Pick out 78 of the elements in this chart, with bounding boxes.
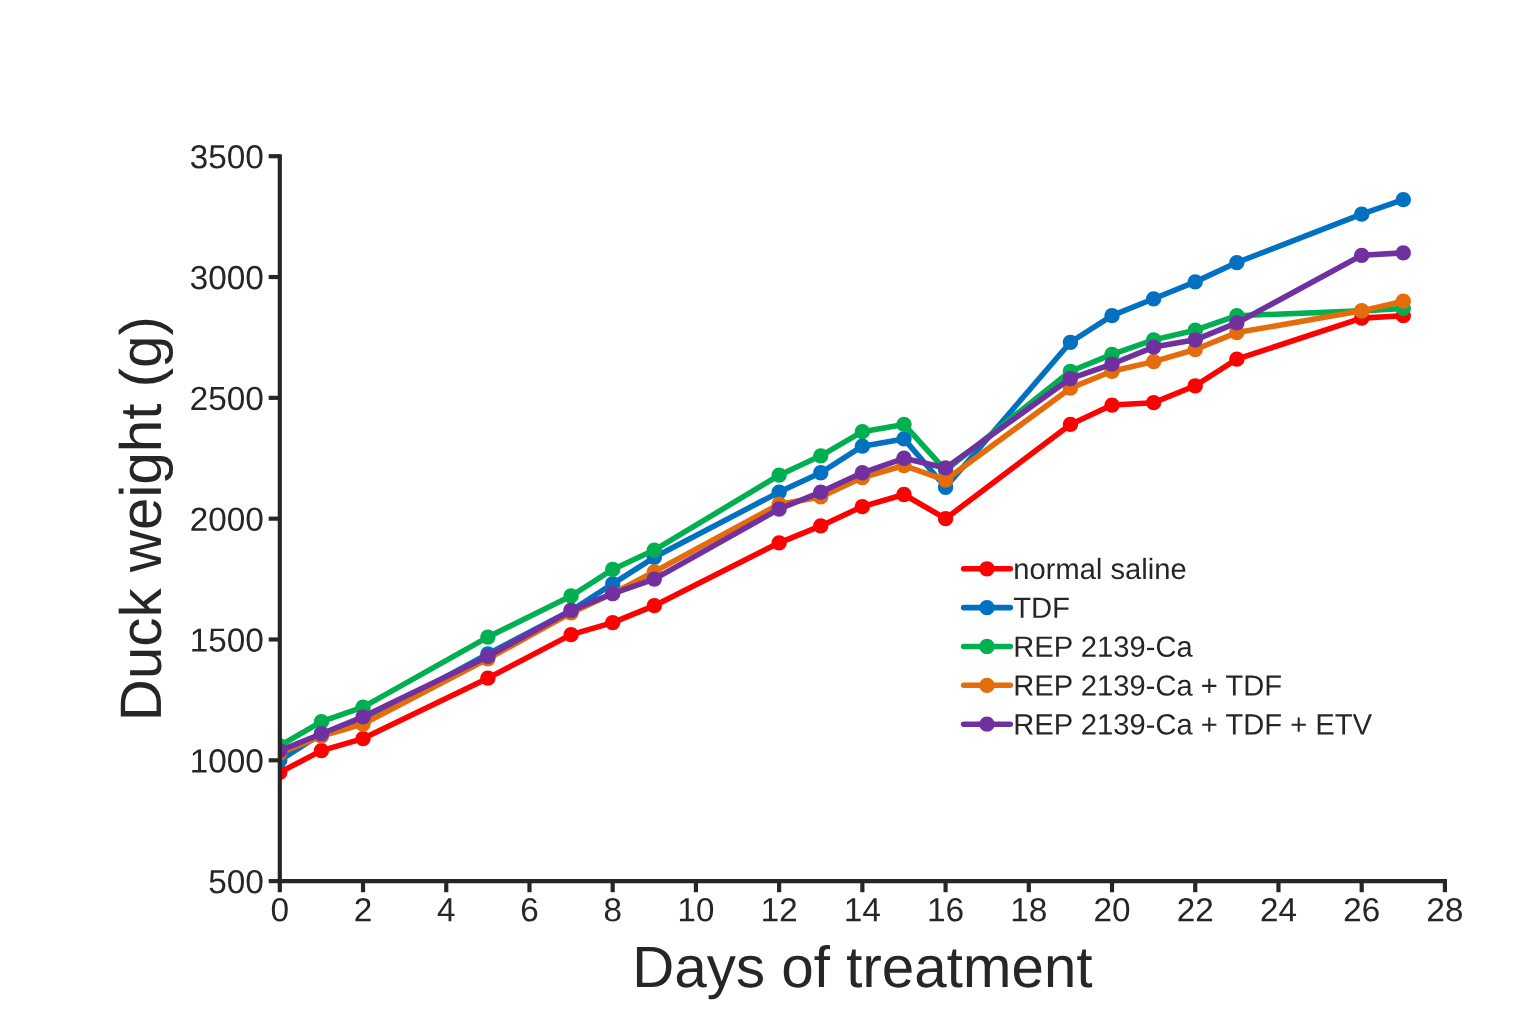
x-tick-label: 26 <box>1344 897 1379 922</box>
point <box>854 465 870 481</box>
x-tick-label: 20 <box>1095 897 1130 922</box>
legend-label: TDF <box>1013 597 1069 618</box>
y-tick-label: 1500 <box>192 628 263 652</box>
point <box>313 743 330 759</box>
x-tick-label: 10 <box>679 897 714 922</box>
point <box>771 467 787 483</box>
point <box>605 561 621 578</box>
point <box>1187 274 1203 290</box>
x-tick-label: 28 <box>1428 897 1462 922</box>
point <box>896 486 912 503</box>
y-axis-title: Duck weight (g) <box>118 319 174 717</box>
point <box>480 670 496 686</box>
x-axis-title: Days of treatment <box>636 944 1093 1000</box>
point <box>1187 332 1203 348</box>
point <box>1104 308 1120 324</box>
x-tick-label: 16 <box>929 897 963 922</box>
point <box>937 511 954 527</box>
x-tick-label: 2 <box>355 897 371 922</box>
x-tick-label: 4 <box>437 898 455 922</box>
point <box>1354 247 1370 263</box>
point <box>1395 192 1411 208</box>
point <box>605 614 621 631</box>
point <box>1395 245 1411 261</box>
point <box>1229 351 1245 367</box>
point <box>1062 416 1079 433</box>
point <box>1187 378 1203 394</box>
y-tick-label: 1000 <box>192 749 263 773</box>
point <box>480 629 496 645</box>
point <box>1062 370 1079 387</box>
point <box>646 542 662 558</box>
point <box>1145 339 1162 355</box>
point <box>1104 356 1120 372</box>
x-tick-label: 22 <box>1178 897 1213 922</box>
point <box>646 571 662 587</box>
point <box>1354 206 1370 222</box>
point <box>1104 397 1120 413</box>
x-tick-label: 18 <box>1012 897 1046 922</box>
point <box>896 450 912 466</box>
legend-label: REP 2139-Ca + TDF <box>1015 675 1281 696</box>
point <box>1062 334 1079 350</box>
point <box>563 588 579 604</box>
x-tick-label: 12 <box>763 897 796 922</box>
point <box>813 448 829 464</box>
y-tick-label: 3500 <box>190 145 263 169</box>
point <box>771 535 787 551</box>
x-tick-label: 0 <box>271 897 288 922</box>
point <box>1229 254 1245 271</box>
point <box>854 498 870 515</box>
y-tick-label: 3000 <box>190 265 263 290</box>
point <box>1145 395 1162 411</box>
point <box>813 518 829 534</box>
point <box>646 598 662 614</box>
point <box>854 438 870 454</box>
legend-label: REP 2139-Ca <box>1015 636 1193 657</box>
point <box>813 484 829 500</box>
x-tick-label: 24 <box>1261 897 1297 922</box>
point <box>355 730 371 747</box>
y-tick-label: 2000 <box>191 507 263 532</box>
point <box>896 431 912 447</box>
x-tick-label: 6 <box>521 897 538 922</box>
point <box>813 465 829 481</box>
x-tick-label: 8 <box>604 897 621 922</box>
point <box>854 424 870 440</box>
point <box>896 416 912 433</box>
point <box>1395 293 1411 309</box>
y-tick-label: 2500 <box>191 386 263 411</box>
point <box>1145 353 1162 370</box>
point <box>1229 315 1245 331</box>
point <box>563 627 579 643</box>
point <box>1145 291 1162 307</box>
x-tick-label: 14 <box>846 898 880 922</box>
point <box>355 709 371 725</box>
legend-label: REP 2139-Ca + TDF + ETV <box>1015 714 1372 735</box>
point <box>771 501 787 517</box>
legend-label: normal saline <box>1015 557 1186 580</box>
y-tick-label: 500 <box>209 869 263 894</box>
